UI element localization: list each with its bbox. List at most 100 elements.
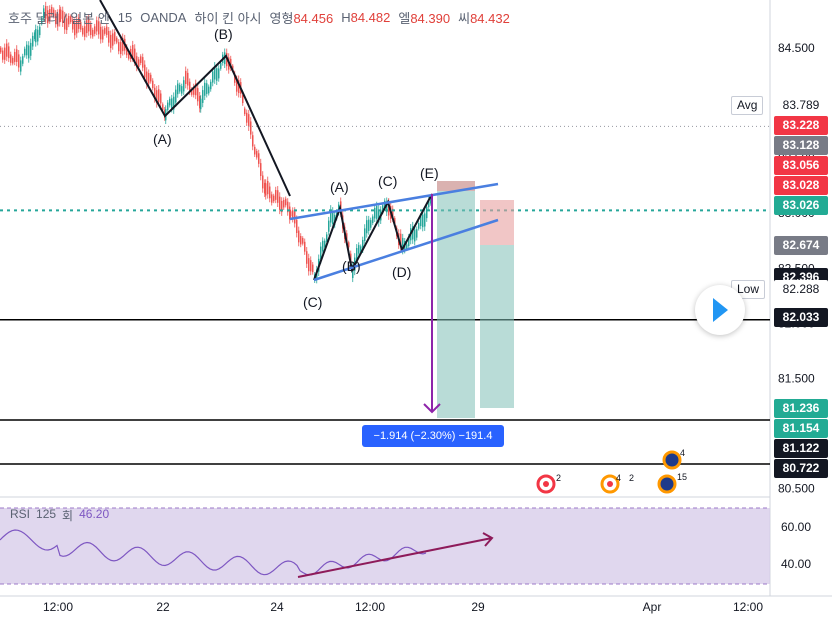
- price-label: 83.128: [774, 136, 828, 155]
- candle: [326, 234, 328, 242]
- candle: [70, 16, 72, 23]
- candle: [197, 88, 199, 102]
- badge-count: 4: [616, 473, 621, 483]
- candle: [82, 27, 84, 35]
- candle: [208, 86, 210, 94]
- candle: [106, 26, 108, 35]
- candle: [218, 68, 220, 79]
- candle: [179, 84, 181, 92]
- candle: [264, 182, 266, 194]
- avg-tag: Avg: [731, 96, 764, 115]
- candle: [406, 244, 408, 250]
- candle: [100, 26, 102, 40]
- candle: [37, 29, 39, 42]
- candle: [364, 228, 366, 241]
- time-tick: 24: [270, 600, 284, 614]
- candle: [26, 44, 28, 56]
- candle: [94, 26, 96, 34]
- candle: [116, 37, 118, 43]
- candle: [167, 102, 169, 111]
- candle: [72, 19, 74, 30]
- high-value: 84.482: [350, 10, 391, 25]
- candle: [122, 37, 124, 52]
- candle: [175, 89, 177, 103]
- candle: [230, 58, 232, 69]
- rsi-trend-arrow: [297, 537, 493, 578]
- price-tick: 80.500: [778, 481, 815, 495]
- candle: [283, 199, 285, 208]
- price-label: 83.056: [774, 156, 828, 175]
- candle: [68, 15, 70, 25]
- event-badges[interactable]: 2 4 2 4 15: [536, 448, 687, 494]
- candle: [400, 233, 402, 247]
- candle: [287, 201, 289, 213]
- candle: [290, 211, 292, 217]
- candle: [422, 214, 424, 228]
- candle: [258, 153, 260, 164]
- open-label: 영형: [269, 11, 294, 26]
- candle: [372, 216, 374, 223]
- candle: [414, 229, 416, 242]
- rsi-line: [0, 529, 427, 576]
- badge-count: 2: [629, 473, 634, 483]
- candle: [62, 10, 64, 23]
- candle: [382, 205, 384, 212]
- candle: [8, 46, 10, 59]
- candle: [418, 223, 420, 229]
- candle: [248, 114, 250, 127]
- candle: [32, 35, 34, 47]
- wave-label: (E): [420, 165, 439, 181]
- candle: [193, 86, 195, 95]
- candle: [152, 80, 154, 89]
- price-tick: 81.500: [778, 371, 815, 385]
- price-label: 81.122: [774, 439, 828, 458]
- candle: [134, 48, 136, 62]
- price-label: 82.033: [774, 308, 828, 327]
- candle: [74, 22, 76, 36]
- candle: [242, 94, 244, 104]
- candle: [4, 47, 6, 60]
- candle: [185, 70, 187, 84]
- candle: [279, 196, 281, 210]
- price-label: 80.722: [774, 459, 828, 478]
- candle: [202, 90, 204, 103]
- candle: [300, 236, 302, 245]
- long-target-box: [437, 181, 475, 418]
- candle: [90, 24, 92, 35]
- candle: [140, 56, 142, 63]
- candle: [265, 183, 267, 196]
- time-tick: 29: [471, 600, 485, 614]
- wave-label: (D): [392, 264, 412, 280]
- candle: [47, 10, 49, 24]
- symbol-header[interactable]: 호주 달러 / 일본 엔 15 OANDA 하이 킨 아시 영형84.456 H…: [8, 8, 510, 27]
- candle: [189, 81, 191, 92]
- candle: [28, 45, 30, 59]
- candle: [428, 199, 430, 208]
- candle: [162, 104, 164, 111]
- low-label: 엘: [398, 11, 411, 26]
- price-label: 81.236: [774, 399, 828, 418]
- candle: [376, 206, 378, 219]
- candle: [80, 22, 82, 30]
- wave-abc-down: [99, 0, 291, 197]
- badge-count: 2: [556, 473, 561, 483]
- stop-box-2: [480, 200, 514, 245]
- candle: [362, 239, 364, 250]
- rsi-legend[interactable]: RSI 125 회 46.20: [10, 507, 109, 524]
- candle: [49, 9, 51, 21]
- candle: [120, 41, 122, 55]
- candle: [200, 98, 202, 110]
- candle: [22, 56, 24, 64]
- price-label: 83.789: [774, 96, 828, 115]
- channel-upper: [289, 182, 499, 221]
- interval: 15: [117, 10, 133, 25]
- play-button[interactable]: [695, 285, 745, 335]
- candle: [191, 89, 193, 95]
- candle: [110, 34, 112, 49]
- candle: [154, 87, 156, 99]
- candle: [214, 66, 216, 80]
- candle: [236, 79, 238, 92]
- candle: [320, 246, 322, 260]
- candle: [412, 226, 414, 240]
